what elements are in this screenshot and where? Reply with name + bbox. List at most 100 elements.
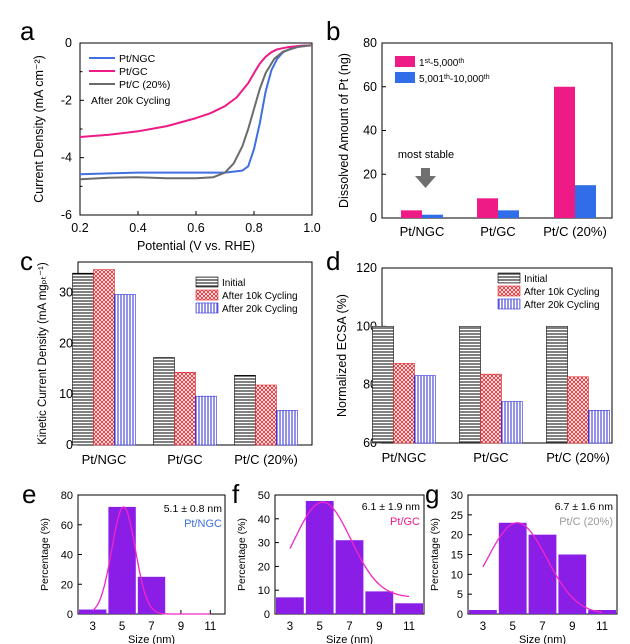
- panel-d-legend-swatch: [497, 272, 521, 284]
- panel-c-ytick-label: 20: [59, 336, 73, 350]
- panel-d-bar: [567, 376, 589, 444]
- panel-f-sample-label: Pt/GC: [390, 516, 420, 528]
- panel-b-legend-label: 5,001th-10,000th: [419, 74, 490, 86]
- panel-c-legend-label: After 20k Cycling: [222, 304, 298, 315]
- panel-letter-f: f: [232, 479, 240, 509]
- panel-f-ylabel: Percentage (%): [236, 518, 248, 591]
- panel-a-legend-label: Pt/GC: [119, 66, 148, 78]
- panel-b-down-arrow-icon: [415, 168, 436, 188]
- panel-letter-d: d: [326, 246, 340, 276]
- panel-b-bar: [401, 210, 422, 218]
- panel-f-bar: [365, 591, 394, 614]
- panel-g-xtick-label: 11: [596, 621, 608, 633]
- panel-e-sample-label: Pt/NGC: [184, 518, 222, 530]
- panel-g-bar: [528, 534, 557, 614]
- panel-c-legend-swatch: [195, 276, 219, 288]
- panel-f-xtick-label: 9: [376, 621, 382, 633]
- panel-d-ytick-label: 100: [356, 319, 377, 333]
- panel-a-xlabel: Potential (V vs. RHE): [137, 239, 255, 253]
- panel-a-series-line-1: [79, 44, 313, 138]
- panel-e-bar: [79, 609, 107, 614]
- panel-e-xtick-label: 3: [89, 621, 95, 633]
- panel-f-xtick-label: 5: [316, 621, 322, 633]
- panel-c-category-label: Pt/GC: [167, 452, 202, 467]
- panel-c-category-label: Pt/NGC: [82, 452, 127, 467]
- panel-a-series-line-2: [79, 44, 313, 181]
- panel-f-ytick-label: 20: [258, 561, 270, 573]
- panel-f-bar: [335, 540, 364, 614]
- panel-a-xtick-label: 0.6: [187, 221, 204, 235]
- panel-letter-a: a: [20, 16, 35, 46]
- panel-b-annotation: most stable: [398, 149, 454, 161]
- panel-c-bar: [72, 272, 94, 446]
- panel-e-xtick-label: 11: [204, 621, 216, 633]
- panel-a-xtick-label: 1.0: [303, 221, 320, 235]
- panel-a-legend-label: Pt/C (20%): [119, 79, 170, 91]
- panel-g-ytick-label: 10: [451, 569, 463, 581]
- panel-g-ylabel: Percentage (%): [429, 518, 441, 591]
- panel-b-ytick-label: 60: [363, 80, 377, 94]
- panel-e-xlabel: Size (nm): [128, 634, 175, 644]
- panel-a-xtick-label: 0.8: [245, 221, 262, 235]
- panel-c-category-label: Pt/C (20%): [234, 452, 298, 467]
- panel-a-ytick-label: 0: [65, 36, 72, 50]
- panel-c-legend-swatch: [195, 302, 219, 314]
- panel-letter-g: g: [425, 479, 439, 509]
- panel-g-stat-label: 6.7 ± 1.6 nm: [555, 501, 614, 513]
- panel-d-category-label: Pt/C (20%): [546, 450, 610, 465]
- panel-d-bar: [393, 363, 415, 444]
- panel-b-ytick-label: 40: [363, 124, 377, 138]
- panel-b-category-label: Pt/C (20%): [543, 224, 607, 239]
- panel-d-bar: [459, 326, 481, 444]
- panel-g-ytick-label: 30: [451, 490, 463, 502]
- panel-c-bar: [195, 395, 217, 446]
- panel-d-bar: [546, 326, 568, 444]
- panel-d-category-label: Pt/GC: [473, 450, 508, 465]
- panel-g-ytick-label: 5: [457, 589, 463, 601]
- panel-b-bar: [498, 210, 519, 218]
- panel-e-bar: [108, 506, 136, 614]
- panel-b-ylabel: Dissolved Amount of Pt (ng): [337, 53, 351, 208]
- panel-a-xtick-label: 0.2: [71, 221, 88, 235]
- panel-b-category-label: Pt/NGC: [400, 224, 445, 239]
- panel-f-ytick-label: 0: [264, 609, 270, 621]
- panel-f-xlabel: Size (nm): [326, 634, 373, 644]
- panel-f-ytick-label: 10: [258, 585, 270, 597]
- panel-e-fit-curve: [92, 506, 211, 615]
- panel-c-legend-label: Initial: [222, 278, 245, 289]
- panel-d-bar: [588, 410, 610, 444]
- panel-a-ytick-label: -4: [61, 151, 72, 165]
- panel-c-ytick-label: 10: [59, 387, 73, 401]
- panel-e-ytick-label: 40: [61, 550, 73, 562]
- panel-g-xtick-label: 7: [539, 621, 545, 633]
- panel-f-bar: [395, 603, 423, 614]
- panel-g-ytick-label: 20: [451, 530, 463, 542]
- panel-c-bar: [153, 357, 175, 446]
- panel-b-bar: [554, 86, 575, 218]
- panel-d-legend-label: After 10k Cycling: [524, 287, 600, 298]
- panel-letter-c: c: [20, 246, 33, 276]
- panel-g-sample-label: Pt/C (20%): [559, 516, 613, 528]
- panel-b-ytick-label: 80: [363, 36, 377, 50]
- panel-g-size-histogram: 0 5 10 15 20 25 30 Percentage (%) 3 5 7 9 11 Size (nm…: [429, 490, 618, 644]
- panel-a-series-line-0: [79, 44, 313, 176]
- panel-b-ytick-label: 0: [370, 211, 377, 225]
- panel-f-stat-label: 6.1 ± 1.9 nm: [362, 501, 421, 513]
- panel-e-stat-label: 5.1 ± 0.8 nm: [164, 503, 223, 515]
- panel-a-legend-label: Pt/NGC: [119, 53, 156, 65]
- panel-a-xtick-label: 0.4: [129, 221, 146, 235]
- panel-f-xtick-label: 7: [346, 621, 352, 633]
- panel-c-bar: [255, 384, 277, 446]
- panel-e-ytick-label: 80: [61, 490, 73, 502]
- panel-d-legend-swatch: [497, 285, 521, 297]
- panel-d-legend-label: After 20k Cycling: [524, 300, 600, 311]
- panel-b-bar: [477, 198, 498, 218]
- panel-f-ytick-label: 30: [258, 538, 270, 550]
- panel-g-bar: [498, 522, 527, 614]
- panel-g-xtick-label: 9: [569, 621, 575, 633]
- panel-g-bar: [558, 554, 587, 614]
- panel-d-bar: [501, 401, 523, 444]
- panel-c-bar: [174, 372, 196, 446]
